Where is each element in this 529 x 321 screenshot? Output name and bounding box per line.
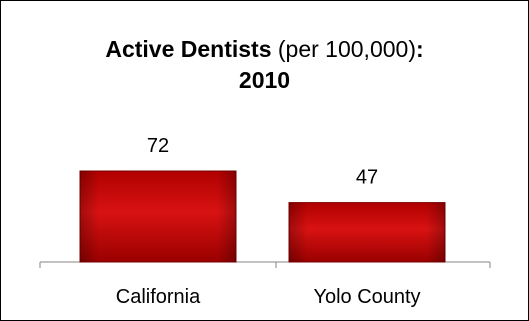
bar-shade-yolo-county [289,202,445,262]
category-label-california: California [116,286,201,308]
title-year: 2010 [238,67,291,93]
title-regular-part: (per 100,000) [271,36,416,62]
bar-shade-california [80,171,236,262]
data-label-yolo-county: 47 [356,167,378,189]
category-label-yolo-county: Yolo County [313,286,420,308]
title-bold-part: Active Dentists [105,36,272,62]
data-label-california: 72 [147,135,169,157]
title-colon: : [415,36,424,62]
chart-title: Active Dentists (per 100,000): 2010 [0,34,529,96]
